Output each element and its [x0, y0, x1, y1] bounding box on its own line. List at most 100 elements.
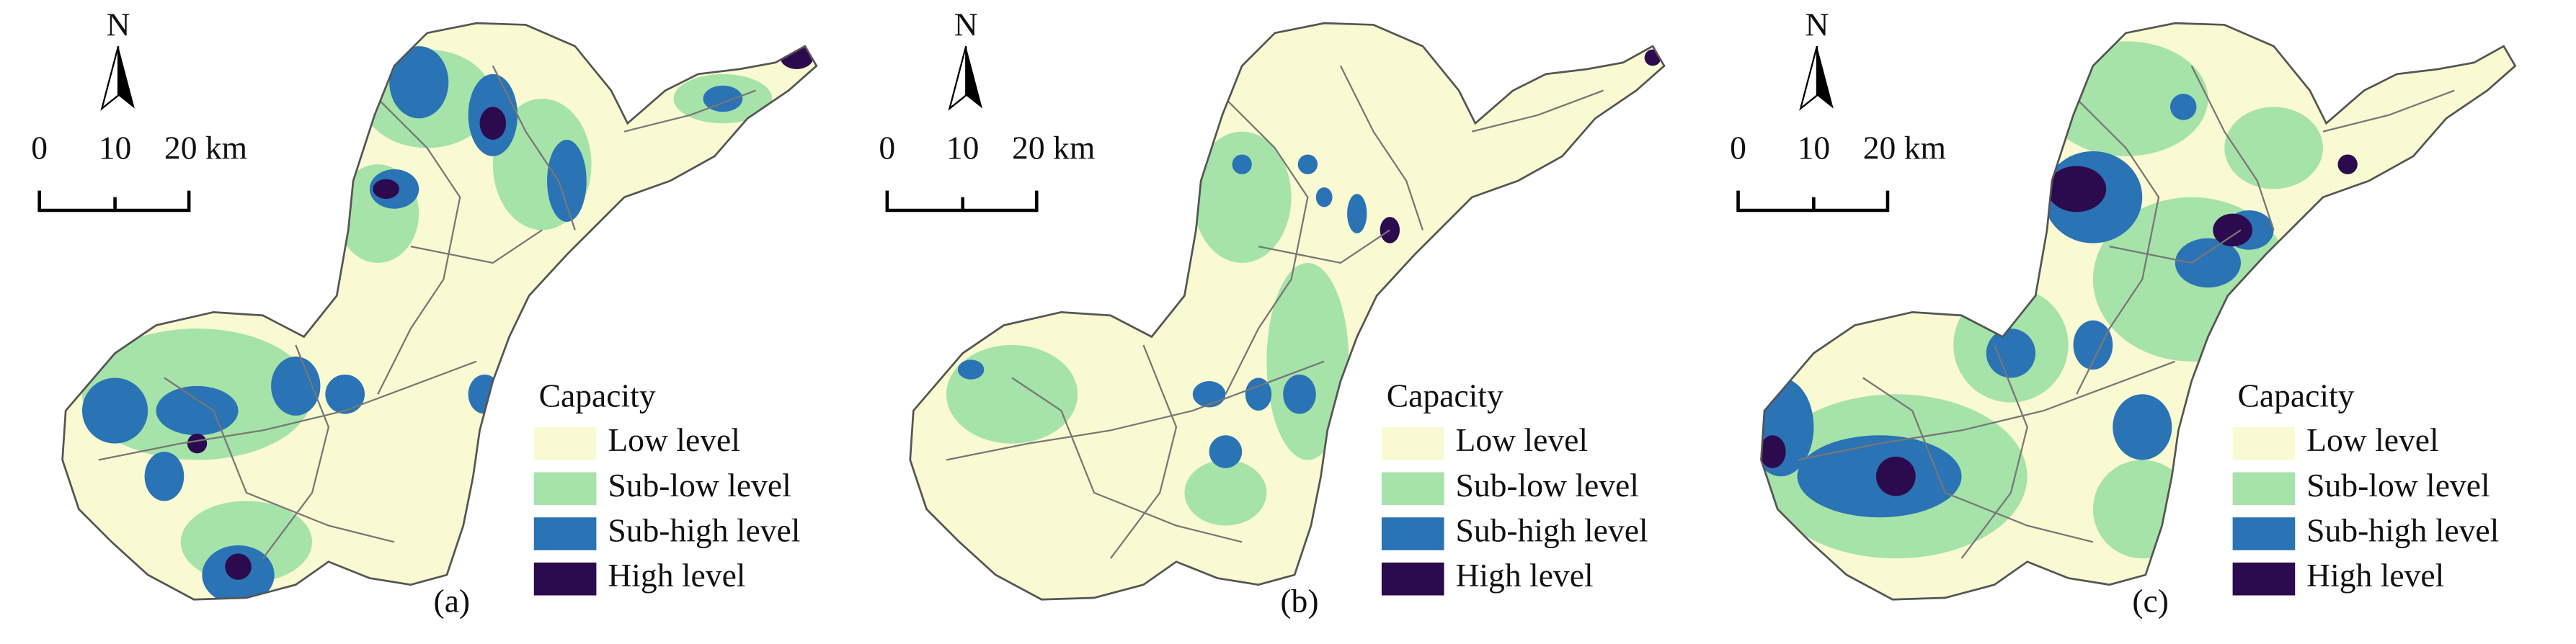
- zone: [271, 356, 321, 416]
- zone: [225, 553, 252, 580]
- boundary-line: [2322, 89, 2455, 133]
- boundary-line: [262, 344, 330, 559]
- zone: [547, 139, 587, 222]
- boundary-line: [1862, 377, 2094, 543]
- zone: [1266, 262, 1349, 460]
- legend-label: Low level: [2306, 421, 2439, 458]
- zone: [1315, 187, 1333, 207]
- legend-label: Sub-low level: [608, 467, 791, 504]
- legend-swatch: [533, 472, 597, 506]
- region-outline: [909, 22, 1666, 601]
- zone: [81, 377, 148, 444]
- zone: [1209, 435, 1243, 468]
- zone: [156, 385, 239, 436]
- zone: [957, 359, 985, 380]
- zone: [1245, 377, 1272, 411]
- boundary-line: [2190, 65, 2275, 231]
- boundary-line: [492, 65, 576, 231]
- zone: [2113, 394, 2172, 460]
- boundary-line: [1258, 229, 1390, 264]
- zone: [1380, 217, 1400, 243]
- boundary-line: [1797, 360, 2176, 461]
- north-label: N: [107, 6, 130, 43]
- legend-label: Sub-high level: [608, 511, 800, 548]
- zone: [479, 107, 507, 140]
- boundary-line: [377, 98, 461, 395]
- legend-label: Sub-high level: [1455, 511, 1648, 548]
- zone: [2170, 94, 2197, 120]
- scale-label: 0: [1730, 129, 1746, 166]
- boundary-line: [410, 229, 543, 264]
- region-outline: [1760, 22, 2517, 601]
- zone: [946, 344, 1078, 444]
- north-arrow: [118, 46, 135, 109]
- boundary-line: [2109, 229, 2242, 264]
- zone: [1232, 154, 1252, 174]
- zone: [187, 433, 208, 454]
- scale-label: 20 km: [1863, 129, 1946, 166]
- scale-bar: [37, 190, 191, 213]
- north-arrow: [1816, 46, 1834, 109]
- capacity-zones: [81, 46, 814, 600]
- legend-label: High level: [1455, 557, 1593, 594]
- zone: [1192, 381, 1226, 408]
- scale-label: 20 km: [164, 129, 247, 166]
- north-arrow: [1799, 45, 1818, 111]
- zone: [2092, 460, 2192, 559]
- north-label: N: [954, 6, 978, 43]
- zone: [1876, 456, 1916, 496]
- scale-label: 10: [1798, 129, 1831, 166]
- north-label: N: [1805, 6, 1829, 43]
- legend-swatch: [533, 517, 597, 550]
- boundary-line: [2076, 98, 2160, 395]
- scale-label: 0: [31, 129, 48, 166]
- legend-label: Low level: [608, 421, 740, 458]
- legend-swatch: [533, 426, 597, 460]
- zone: [2224, 107, 2323, 189]
- legend-label: Sub-high level: [2306, 511, 2499, 548]
- zone: [1283, 374, 1316, 414]
- zone: [2337, 154, 2358, 174]
- boundary-line: [1472, 89, 1604, 133]
- zone: [144, 452, 185, 501]
- zone: [1347, 194, 1367, 233]
- legend-swatch: [2232, 562, 2296, 596]
- legend-label: High level: [608, 557, 745, 594]
- zone: [1986, 328, 2036, 378]
- panel-label: (a): [434, 582, 471, 619]
- region-fill: [62, 23, 817, 600]
- zone: [2073, 320, 2113, 370]
- boundary-line: [946, 360, 1325, 461]
- scale-label: 20 km: [1012, 129, 1095, 166]
- boundary-line: [1339, 65, 1424, 231]
- boundary-line: [98, 360, 477, 461]
- legend-swatch: [2232, 426, 2296, 460]
- zone: [468, 374, 502, 414]
- region-outline: [61, 22, 818, 601]
- legend-swatch: [1381, 472, 1444, 506]
- zone: [2047, 166, 2107, 213]
- legend-swatch: [2232, 517, 2296, 550]
- legend-label: Sub-low level: [2306, 467, 2490, 504]
- zone: [1297, 154, 1318, 174]
- boundary-line: [1109, 344, 1178, 559]
- zone: [2175, 238, 2242, 288]
- legend-title: Capacity: [1387, 377, 1504, 414]
- legend-label: Low level: [1455, 421, 1588, 458]
- boundary-line: [1960, 344, 2028, 559]
- legend-title: Capacity: [2237, 377, 2354, 414]
- zone: [2213, 213, 2252, 247]
- zone: [373, 179, 399, 200]
- map-panel: N 0 10 20 km Capacity Low level Sub-low level S…: [879, 6, 1666, 619]
- boundary-line: [164, 377, 395, 543]
- zone: [325, 374, 365, 414]
- map-panel: N 0 10 20 km Capacity Low level Sub-low level S…: [31, 6, 818, 619]
- north-arrow: [966, 46, 983, 109]
- panel-label: (c): [2132, 582, 2169, 619]
- zone: [1192, 131, 1292, 263]
- legend-label: High level: [2306, 557, 2444, 594]
- legend-swatch: [1381, 562, 1444, 596]
- legend-swatch: [533, 562, 597, 596]
- boundary-line: [623, 89, 756, 133]
